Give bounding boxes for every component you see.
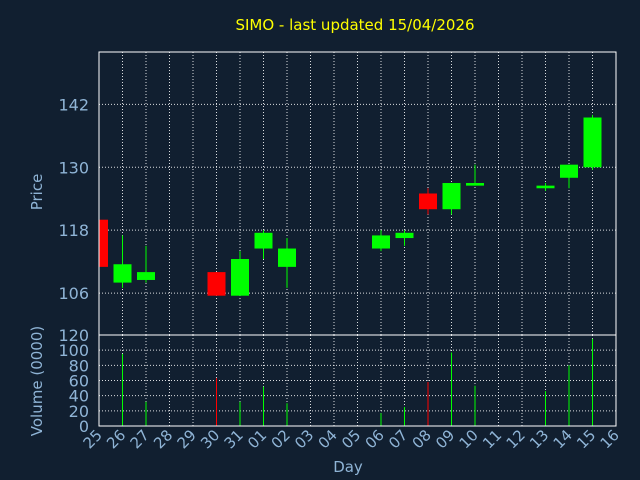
candle-body: [254, 232, 273, 249]
candle-body: [137, 272, 155, 280]
chart-title: SIMO - last updated 15/04/2026: [235, 16, 474, 34]
x-tick-label: 29: [174, 426, 200, 452]
x-tick-label: 08: [409, 426, 435, 452]
x-tick-label: 10: [456, 426, 482, 452]
candle-body: [583, 117, 602, 168]
x-tick-label: 05: [338, 426, 364, 452]
x-tick-label: 13: [526, 426, 552, 452]
candle-body: [560, 164, 578, 178]
candle-body: [207, 272, 226, 296]
x-axis-label: Day: [333, 458, 363, 476]
volume-tick-label: 60: [69, 372, 89, 391]
x-tick-label: 11: [479, 426, 505, 452]
candle-body: [278, 248, 296, 267]
x-tick-label: 03: [291, 426, 317, 452]
volume-tick-label: 20: [69, 402, 89, 421]
x-tick-label: 27: [127, 426, 153, 452]
x-tick-label: 09: [432, 426, 458, 452]
x-tick-label: 06: [362, 426, 388, 452]
price-tick-label: 118: [58, 221, 89, 240]
price-tick-label: 106: [58, 284, 89, 303]
price-tick-label: 130: [58, 158, 89, 177]
candle-body: [419, 193, 437, 210]
x-tick-label: 07: [385, 426, 411, 452]
volume-bars-group: [122, 338, 593, 426]
candles-group: [98, 114, 602, 296]
x-tick-label: 31: [221, 426, 247, 452]
candle-body: [99, 219, 108, 267]
x-tick-label: 04: [315, 426, 341, 452]
x-tick-label: 15: [573, 426, 599, 452]
x-tick-labels: 2526272829303101020304050607080910111213…: [80, 426, 623, 452]
x-tick-label: 14: [550, 426, 576, 452]
x-tick-label: 02: [268, 426, 294, 452]
x-tick-label: 12: [503, 426, 529, 452]
candle-body: [113, 264, 132, 283]
volume-tick-label: 40: [69, 387, 89, 406]
price-axis-label: Price: [28, 174, 46, 211]
price-grid: [98, 52, 617, 335]
x-tick-label: 16: [597, 426, 623, 452]
candle-body: [442, 183, 461, 210]
volume-panel-frame: [98, 334, 617, 427]
volume-tick-label: 120: [58, 326, 89, 345]
candle-body: [466, 183, 484, 186]
candle-body: [231, 259, 249, 296]
volume-tick-label: 80: [69, 356, 89, 375]
x-tick-label: 26: [103, 426, 129, 452]
x-tick-label: 30: [197, 426, 223, 452]
volume-grid: [98, 335, 617, 426]
price-tick-labels: 106 118 130 142: [58, 95, 89, 303]
volume-tick-label: 0: [79, 417, 89, 436]
volume-axis-label: Volume (0000): [28, 326, 46, 436]
volume-tick-label: 100: [58, 341, 89, 360]
candle-body: [372, 235, 390, 249]
x-tick-label: 01: [244, 426, 270, 452]
candle-body: [536, 185, 555, 189]
price-tick-label: 142: [58, 95, 89, 114]
x-tick-label: 28: [150, 426, 176, 452]
candle-body: [395, 232, 414, 239]
